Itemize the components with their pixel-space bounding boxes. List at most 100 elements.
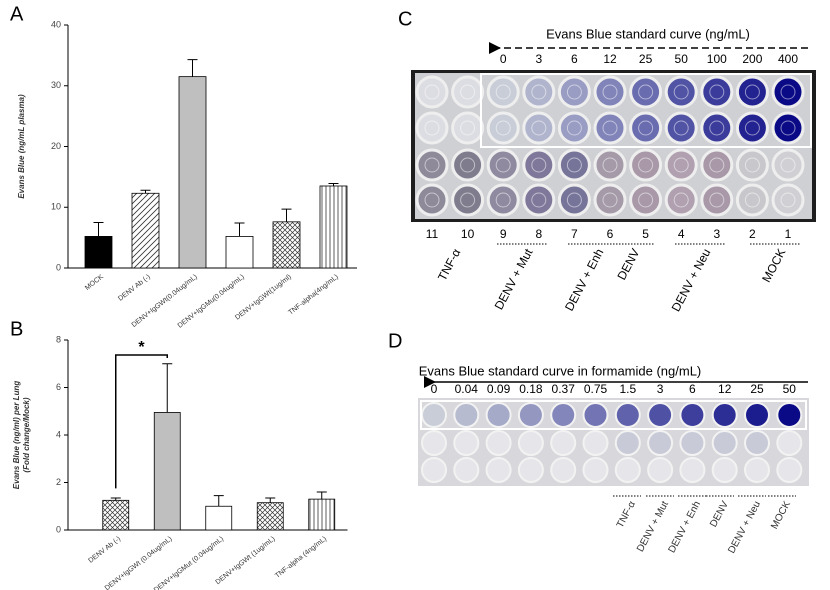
- well-center: [531, 192, 547, 208]
- well-center: [673, 157, 689, 173]
- well-center: [638, 192, 654, 208]
- well-center: [424, 120, 440, 136]
- well: [486, 148, 520, 182]
- well: [517, 430, 544, 456]
- y-tick-label: 0: [56, 524, 61, 534]
- well: [629, 111, 663, 145]
- concentration-label: 0: [431, 382, 438, 396]
- concentration-label: 0.37: [552, 382, 576, 396]
- well: [550, 402, 577, 428]
- well: [451, 148, 485, 182]
- well-center: [638, 120, 654, 136]
- well: [582, 402, 609, 428]
- well-center: [424, 192, 440, 208]
- concentration-label: 200: [742, 52, 762, 66]
- y-tick-label: 4: [56, 429, 61, 439]
- well-center: [744, 192, 760, 208]
- well-center: [566, 192, 582, 208]
- group-label: MOCK: [769, 499, 793, 531]
- well: [582, 430, 609, 456]
- column-label: 8: [535, 227, 542, 241]
- concentration-label: 0.75: [584, 382, 608, 396]
- group-label: DENV + Neu: [726, 499, 763, 555]
- well: [664, 111, 698, 145]
- well-center: [495, 84, 511, 100]
- well: [557, 183, 591, 217]
- well: [647, 430, 674, 456]
- well: [711, 430, 738, 456]
- well: [776, 402, 803, 428]
- bar: [225, 236, 254, 269]
- x-tick-label: TNF-alpha(4ng/mL): [287, 274, 339, 317]
- group-label: DENV: [614, 246, 642, 282]
- group-label: TNF-α: [615, 499, 638, 530]
- y-tick-label: 40: [51, 19, 61, 29]
- well: [453, 457, 480, 483]
- y-tick-label: 2: [56, 477, 61, 487]
- concentration-label: 25: [750, 382, 764, 396]
- group-label: DENV: [708, 499, 731, 529]
- well-center: [673, 120, 689, 136]
- well-center: [638, 84, 654, 100]
- well: [522, 183, 556, 217]
- panel-label: B: [10, 318, 23, 340]
- well-center: [638, 157, 654, 173]
- well-center: [744, 120, 760, 136]
- well: [517, 457, 544, 483]
- well-center: [744, 157, 760, 173]
- well: [771, 75, 805, 109]
- well-center: [531, 120, 547, 136]
- well: [735, 111, 769, 145]
- well: [485, 457, 512, 483]
- bar: [102, 499, 130, 531]
- well: [700, 111, 734, 145]
- column-label: 6: [607, 227, 614, 241]
- error-bar: [328, 183, 339, 186]
- y-tick-label: 30: [51, 80, 61, 90]
- well-center: [780, 192, 796, 208]
- well: [522, 111, 556, 145]
- well: [664, 75, 698, 109]
- well-center: [780, 84, 796, 100]
- well-center: [602, 84, 618, 100]
- well: [647, 402, 674, 428]
- error-bar: [93, 221, 104, 237]
- error-bar: [140, 189, 151, 194]
- error-bar: [234, 222, 245, 237]
- well: [557, 111, 591, 145]
- well: [711, 402, 738, 428]
- group-label: DENV + Mut: [635, 499, 671, 554]
- well: [415, 148, 449, 182]
- well-center: [424, 84, 440, 100]
- y-tick-label: 8: [56, 334, 61, 344]
- well-center: [602, 120, 618, 136]
- concentration-label: 12: [718, 382, 732, 396]
- well: [771, 148, 805, 182]
- well-center: [780, 120, 796, 136]
- concentration-label: 25: [639, 52, 653, 66]
- well: [486, 111, 520, 145]
- concentration-label: 0: [500, 52, 507, 66]
- panel-label: C: [398, 8, 412, 30]
- concentration-label: 1.5: [619, 382, 636, 396]
- well-center: [709, 120, 725, 136]
- x-tick-label: TNF-alpha (4ng/mL): [274, 536, 328, 580]
- well: [486, 75, 520, 109]
- group-label: DENV + Neu: [669, 246, 714, 314]
- well: [664, 183, 698, 217]
- well: [614, 430, 641, 456]
- plate-title: Evans Blue standard curve (ng/mL): [546, 26, 750, 41]
- y-tick-label: 20: [51, 141, 61, 151]
- plate-title: Evans Blue standard curve in formamide (…: [419, 363, 702, 378]
- bar: [84, 236, 113, 269]
- well-center: [709, 84, 725, 100]
- well: [593, 183, 627, 217]
- y-tick-label: 0: [56, 262, 61, 272]
- well: [486, 183, 520, 217]
- well-center: [709, 157, 725, 173]
- concentration-label: 400: [778, 52, 798, 66]
- well-center: [780, 157, 796, 173]
- well: [735, 183, 769, 217]
- error-bar: [162, 363, 173, 413]
- concentration-label: 50: [783, 382, 797, 396]
